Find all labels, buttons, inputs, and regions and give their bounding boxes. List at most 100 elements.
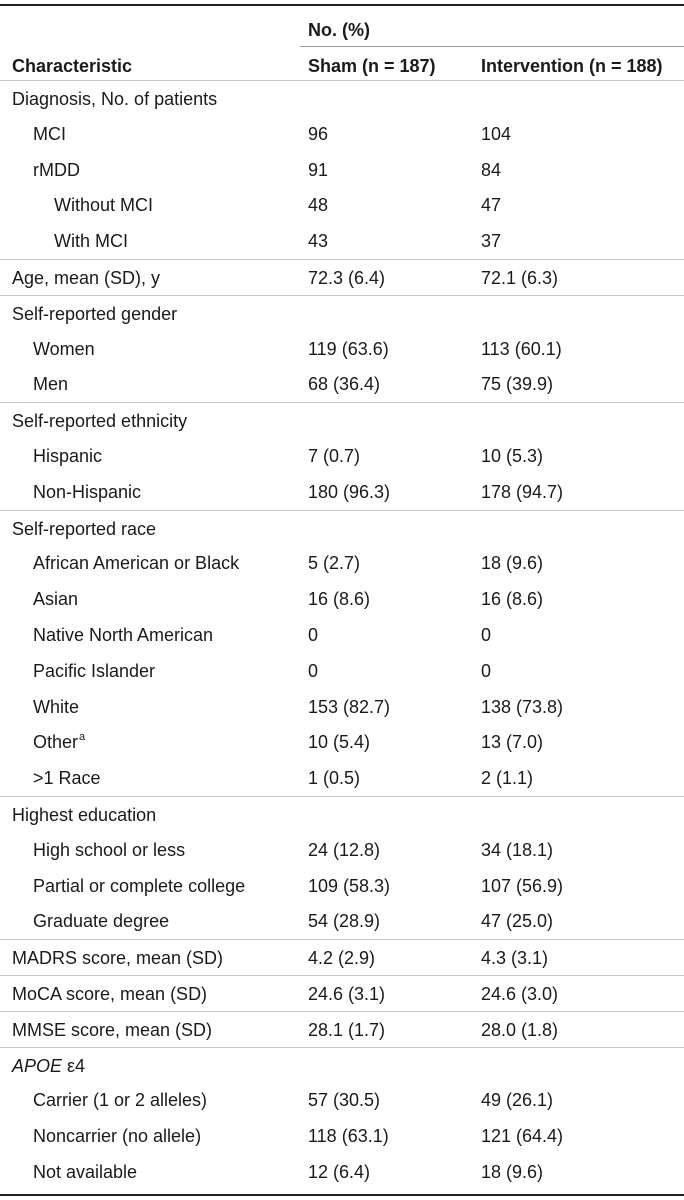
table-row: Carrier (1 or 2 alleles) 57 (30.5) 49 (26.…	[0, 1082, 684, 1118]
table-row: Othera 10 (5.4) 13 (7.0)	[0, 724, 684, 760]
row-label: Asian	[33, 589, 79, 610]
sham-value: 10 (5.4)	[308, 732, 371, 753]
row-label: Self-reported race	[12, 518, 157, 539]
sham-value: 28.1 (1.7)	[308, 1019, 386, 1040]
sham-value: 5 (2.7)	[308, 553, 361, 574]
sham-value: 91	[308, 159, 329, 180]
table-row: Native North American 0 0	[0, 617, 684, 653]
row-label: Carrier (1 or 2 alleles)	[33, 1090, 208, 1111]
table-row: MoCA score, mean (SD) 24.6 (3.1) 24.6 (3.0…	[0, 975, 684, 1011]
table-row: APOE ε4	[0, 1046, 684, 1083]
column-group-header: No. (%)	[308, 20, 370, 40]
table-row: Diagnosis, No. of patients	[0, 80, 684, 116]
sham-value: 68 (36.4)	[308, 374, 381, 395]
table-row: Non-Hispanic 180 (96.3) 178 (94.7)	[0, 474, 684, 510]
table-row: White 153 (82.7) 138 (73.8)	[0, 689, 684, 725]
row-label: Othera	[33, 731, 86, 753]
row-label: Non-Hispanic	[33, 481, 142, 502]
table-row: Not available 12 (6.4) 18 (9.6)	[0, 1154, 684, 1190]
intervention-value: 47 (25.0)	[481, 911, 554, 932]
intervention-value: 2 (1.1)	[481, 768, 534, 789]
table-row: Noncarrier (no allele) 118 (63.1) 121 (64.…	[0, 1118, 684, 1154]
row-label: African American or Black	[33, 553, 240, 574]
row-label: With MCI	[54, 231, 128, 252]
column-header-sham: Sham (n = 187)	[308, 56, 436, 76]
row-label: Self-reported ethnicity	[12, 411, 188, 432]
table-row: Asian 16 (8.6) 16 (8.6)	[0, 581, 684, 617]
sham-value: 4.2 (2.9)	[308, 948, 376, 969]
sham-value: 54 (28.9)	[308, 911, 381, 932]
table-row: Men 68 (36.4) 75 (39.9)	[0, 366, 684, 402]
column-header-intervention: Intervention (n = 188)	[481, 56, 663, 76]
intervention-value: 37	[481, 231, 502, 252]
intervention-value: 18 (9.6)	[481, 1162, 544, 1182]
footnote-marker: a	[79, 731, 86, 744]
intervention-value: 47	[481, 195, 502, 216]
intervention-value: 10 (5.3)	[481, 446, 544, 466]
sham-value: 12 (6.4)	[308, 1162, 371, 1182]
intervention-value: 72.1 (6.3)	[481, 268, 559, 288]
row-label: High school or less	[33, 839, 186, 860]
row-label: Not available	[33, 1162, 138, 1182]
row-label: MoCA score, mean (SD)	[12, 984, 208, 1004]
intervention-value: 49 (26.1)	[481, 1090, 554, 1111]
sham-value: 24 (12.8)	[308, 839, 381, 860]
table-row: MCI 96 104	[0, 116, 684, 152]
table-row: Self-reported gender	[0, 294, 684, 331]
row-label: Native North American	[33, 625, 214, 645]
table-row: Partial or complete college 109 (58.3) 107…	[0, 868, 684, 904]
table-bottom-rule	[0, 1194, 684, 1196]
table-row: Women 119 (63.6) 113 (60.1)	[0, 331, 684, 367]
intervention-value: 34 (18.1)	[481, 839, 554, 860]
table-row: Graduate degree 54 (28.9) 47 (25.0)	[0, 903, 684, 939]
row-label: APOE ε4	[12, 1055, 86, 1076]
row-label: >1 Race	[33, 768, 101, 789]
intervention-value: 138 (73.8)	[481, 696, 564, 717]
row-label: Without MCI	[54, 195, 154, 216]
column-group-underline	[300, 46, 684, 47]
sham-value: 0	[308, 625, 319, 645]
sham-value: 119 (63.6)	[308, 338, 389, 359]
row-label: Graduate degree	[33, 911, 170, 932]
intervention-value: 104	[481, 123, 512, 144]
intervention-value: 121 (64.4)	[481, 1126, 564, 1147]
sham-value: 180 (96.3)	[308, 481, 391, 502]
row-label: Age, mean (SD), y	[12, 268, 161, 288]
intervention-value: 107 (56.9)	[481, 875, 564, 896]
column-header-characteristic: Characteristic	[12, 56, 133, 76]
sham-value: 7 (0.7)	[308, 446, 361, 466]
row-label: White	[33, 696, 80, 717]
sham-value: 43	[308, 231, 329, 252]
sham-value: 153 (82.7)	[308, 696, 391, 717]
row-label: rMDD	[33, 159, 80, 180]
sham-value: 72.3 (6.4)	[308, 268, 386, 288]
table-row: Highest education	[0, 796, 684, 832]
sham-value: 57 (30.5)	[308, 1090, 381, 1111]
table-row: Self-reported ethnicity	[0, 402, 684, 438]
sham-value: 0	[308, 660, 319, 681]
table-row: Hispanic 7 (0.7) 10 (5.3)	[0, 438, 684, 474]
table-row: Age, mean (SD), y 72.3 (6.4) 72.1 (6.3)	[0, 259, 684, 295]
table-row: African American or Black 5 (2.7) 18 (9.6)	[0, 545, 684, 581]
intervention-value: 4.3 (3.1)	[481, 948, 549, 969]
table-row: MADRS score, mean (SD) 4.2 (2.9) 4.3 (3.1)	[0, 939, 684, 975]
intervention-value: 18 (9.6)	[481, 553, 544, 574]
intervention-value: 75 (39.9)	[481, 374, 554, 395]
sham-value: 16 (8.6)	[308, 589, 371, 610]
row-label: Men	[33, 374, 69, 395]
row-label: Self-reported gender	[12, 303, 178, 324]
sham-value: 48	[308, 195, 329, 216]
intervention-value: 28.0 (1.8)	[481, 1019, 559, 1040]
table-row: Without MCI 48 47	[0, 187, 684, 223]
sham-value: 24.6 (3.1)	[308, 984, 386, 1004]
row-label: Partial or complete college	[33, 875, 246, 896]
table-row: >1 Race 1 (0.5) 2 (1.1)	[0, 760, 684, 796]
table-row: High school or less 24 (12.8) 34 (18.1)	[0, 832, 684, 868]
sham-value: 1 (0.5)	[308, 768, 361, 789]
intervention-value: 24.6 (3.0)	[481, 984, 559, 1004]
table-row: Self-reported race	[0, 509, 684, 546]
sham-value: 118 (63.1)	[308, 1126, 389, 1147]
intervention-value: 0	[481, 625, 492, 645]
intervention-value: 84	[481, 159, 502, 180]
